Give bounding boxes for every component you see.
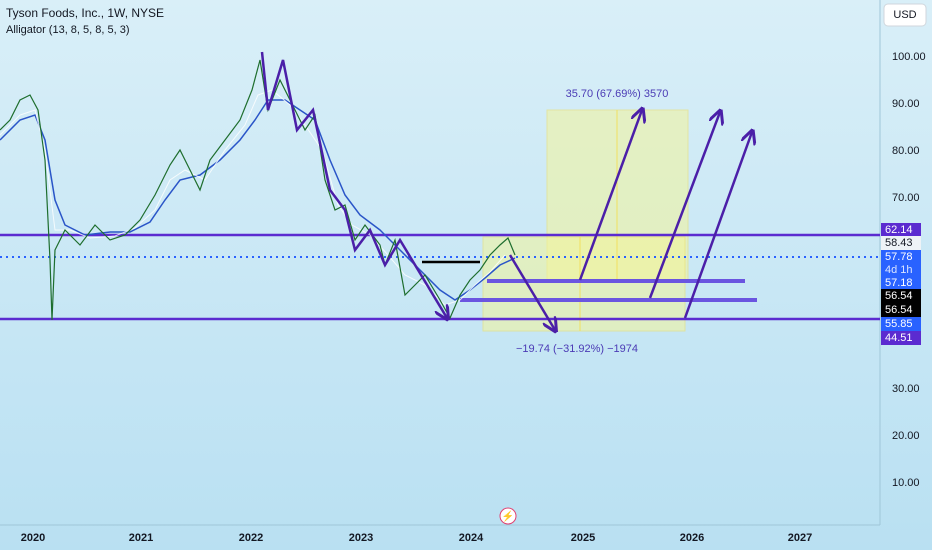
price-tag <box>881 250 921 264</box>
symbol-title: Tyson Foods, Inc., 1W, NYSE <box>6 6 164 20</box>
currency-label: USD <box>893 9 916 21</box>
drawn-arrow <box>260 51 447 318</box>
price-tag <box>881 223 921 237</box>
time-axis-label: 2025 <box>571 532 595 544</box>
drawn-arrow <box>683 132 752 319</box>
price-tag <box>881 289 921 303</box>
price-tag-label: 55.85 <box>885 318 913 330</box>
price-tag-label: 62.14 <box>885 224 913 236</box>
drawn-arrow <box>578 110 642 281</box>
target-label: 35.70 (67.69%) 3570 <box>566 88 669 100</box>
price-tag <box>881 303 921 317</box>
time-axis-label: 2022 <box>239 532 263 544</box>
time-axis-label: 2021 <box>129 532 153 544</box>
price-tag <box>881 263 921 277</box>
price-tag <box>881 276 921 290</box>
time-axis-label: 2020 <box>21 532 45 544</box>
price-tag <box>881 236 921 250</box>
price-tag-label: 58.43 <box>885 237 913 249</box>
level-bar <box>460 298 757 302</box>
alligator-jaw <box>0 99 516 301</box>
price-tag-label: 4d 1h <box>885 264 913 276</box>
drawn-arrow <box>508 254 555 330</box>
price-tag-label: 56.54 <box>885 304 913 316</box>
drawn-arrow <box>648 112 720 299</box>
currency-button[interactable] <box>883 3 927 27</box>
price-tag-label: 44.51 <box>885 332 913 344</box>
alligator-lips <box>0 89 506 306</box>
price-tag <box>881 331 921 345</box>
price-axis-label: 70.00 <box>892 192 920 204</box>
price-candles <box>0 59 516 321</box>
time-axis-label: 2026 <box>680 532 704 544</box>
time-axis-label: 2027 <box>788 532 812 544</box>
range-box <box>482 236 686 332</box>
time-axis-label: 2024 <box>459 532 484 544</box>
indicator-label: Alligator (13, 8, 5, 8, 5, 3) <box>6 24 130 36</box>
price-tag-label: 57.18 <box>885 277 913 289</box>
event-icon[interactable] <box>499 507 517 525</box>
price-axis-label: 100.00 <box>892 51 926 63</box>
price-tag-label: 57.78 <box>885 251 913 263</box>
price-axis-label: 10.00 <box>892 477 920 489</box>
risk-label: −19.74 (−31.92%) −1974 <box>516 343 638 355</box>
level-bar <box>487 279 745 283</box>
price-tag <box>881 317 921 331</box>
price-tag-label: 56.54 <box>885 290 913 302</box>
price-axis-label: 80.00 <box>892 145 920 157</box>
price-axis-label: 90.00 <box>892 98 920 110</box>
price-axis-label: 30.00 <box>892 383 920 395</box>
time-axis-label: 2023 <box>349 532 373 544</box>
event-icon-glyph: ⚡ <box>502 510 514 523</box>
price-axis-label: 20.00 <box>892 430 920 442</box>
